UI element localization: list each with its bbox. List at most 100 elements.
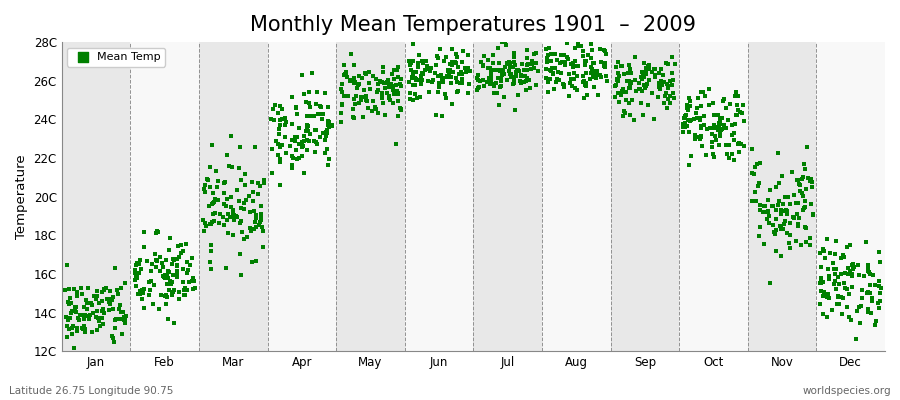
Point <box>714 126 728 133</box>
Point <box>635 111 650 118</box>
Point <box>88 314 103 320</box>
Point <box>442 70 456 76</box>
Point <box>484 67 499 74</box>
Point <box>720 150 734 157</box>
Point <box>525 61 539 67</box>
Point <box>346 114 360 121</box>
Point <box>476 62 491 68</box>
Point <box>770 207 784 214</box>
Point <box>448 51 463 57</box>
Point <box>503 71 517 78</box>
Point <box>302 137 317 144</box>
Point <box>410 76 424 82</box>
Point <box>816 310 831 317</box>
Point <box>753 201 768 208</box>
Point <box>503 64 517 70</box>
Point <box>288 147 302 153</box>
Point <box>745 146 760 152</box>
Point <box>344 76 358 83</box>
Point <box>545 65 560 71</box>
Point <box>795 175 809 182</box>
Point <box>774 207 788 214</box>
Point <box>292 125 306 132</box>
Point <box>623 65 637 72</box>
Point <box>283 142 297 149</box>
Point <box>274 106 289 112</box>
Point <box>128 267 142 274</box>
Point <box>295 153 310 160</box>
Point <box>703 125 717 131</box>
Point <box>171 243 185 250</box>
Point <box>412 94 427 100</box>
Point <box>590 68 605 74</box>
Point <box>794 242 808 248</box>
Point <box>568 45 582 51</box>
Point <box>610 70 625 77</box>
Point <box>758 203 772 209</box>
Point <box>158 300 173 307</box>
Title: Monthly Mean Temperatures 1901  –  2009: Monthly Mean Temperatures 1901 – 2009 <box>250 15 697 35</box>
Point <box>391 112 405 119</box>
Bar <box>267 42 336 351</box>
Point <box>733 109 747 116</box>
Point <box>343 78 357 84</box>
Point <box>616 85 630 92</box>
Point <box>470 87 484 93</box>
Point <box>69 356 84 362</box>
Point <box>778 208 793 214</box>
Point <box>401 58 416 64</box>
Point <box>169 270 184 276</box>
Point <box>482 75 496 82</box>
Point <box>454 71 469 77</box>
Point <box>636 60 651 67</box>
Point <box>429 112 444 118</box>
Point <box>798 166 813 172</box>
Point <box>590 92 605 98</box>
Point <box>509 69 524 75</box>
Point <box>483 76 498 83</box>
Point <box>692 136 706 142</box>
Point <box>813 280 827 286</box>
Point <box>700 126 715 132</box>
Bar <box>542 42 610 351</box>
Point <box>623 79 637 86</box>
Point <box>272 126 286 132</box>
Point <box>706 100 720 106</box>
Point <box>131 261 146 268</box>
Point <box>833 271 848 278</box>
Point <box>842 268 857 274</box>
Point <box>137 304 151 311</box>
Point <box>302 99 317 106</box>
Point <box>851 262 866 268</box>
Point <box>167 320 182 326</box>
Point <box>761 197 776 203</box>
Point <box>688 110 703 116</box>
Point <box>62 315 77 321</box>
Point <box>438 91 453 98</box>
Point <box>706 144 720 150</box>
Point <box>440 73 454 79</box>
Point <box>94 298 109 304</box>
Point <box>489 67 503 73</box>
Point <box>165 291 179 297</box>
Point <box>246 198 260 204</box>
Point <box>652 84 666 90</box>
Point <box>576 79 590 86</box>
Point <box>373 78 387 84</box>
Point <box>494 77 508 84</box>
Point <box>382 80 396 86</box>
Point <box>868 322 883 328</box>
Point <box>621 70 635 76</box>
Point <box>731 106 745 113</box>
Point <box>543 33 557 40</box>
Point <box>699 152 714 158</box>
Point <box>143 286 157 293</box>
Point <box>568 84 582 91</box>
Point <box>105 333 120 340</box>
Point <box>793 182 807 188</box>
Point <box>624 80 638 86</box>
Point <box>248 214 263 221</box>
Point <box>772 223 787 230</box>
Point <box>71 314 86 321</box>
Point <box>873 259 887 265</box>
